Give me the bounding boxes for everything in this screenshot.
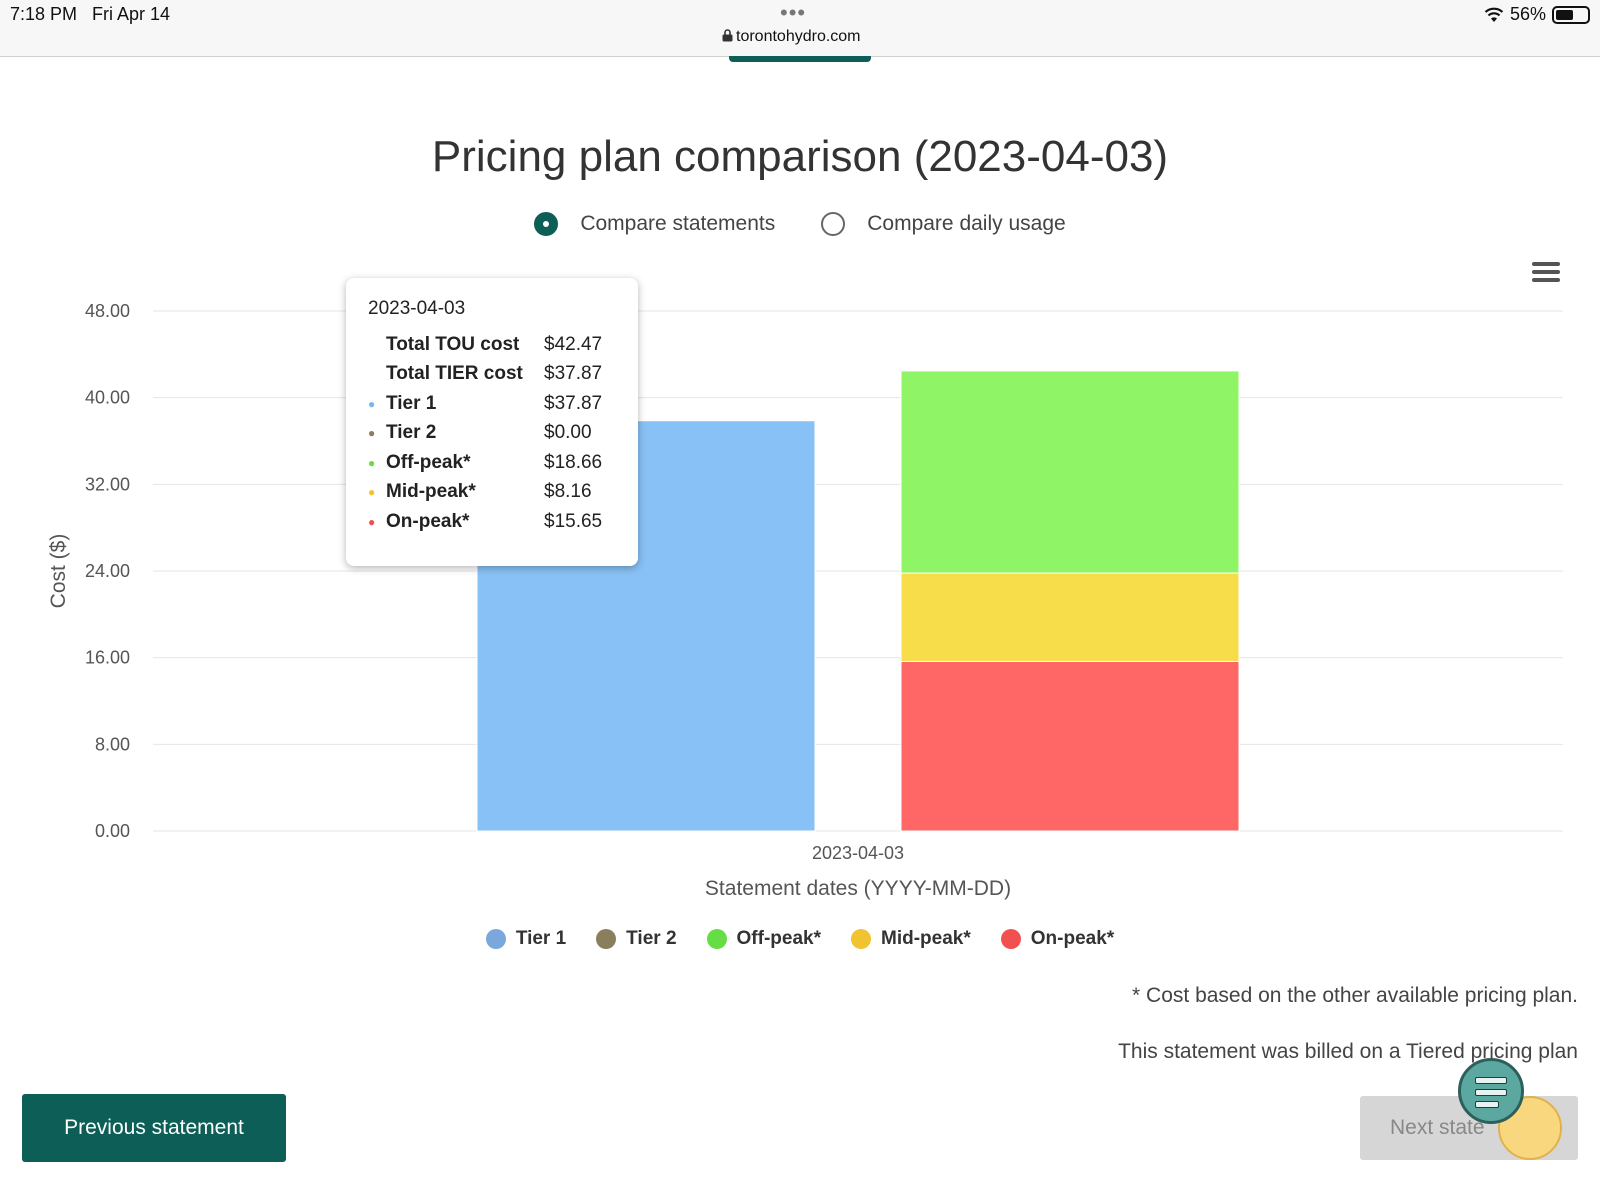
legend-label: Tier 2 bbox=[626, 928, 677, 949]
x-tick-label: 2023-04-03 bbox=[812, 843, 904, 863]
chart-legend: Tier 1 Tier 2 Off-peak* Mid-peak* On-peak* bbox=[0, 928, 1600, 950]
tooltip-label: Total TOU cost bbox=[386, 333, 520, 355]
tooltip-dot: ● bbox=[368, 396, 376, 411]
legend-label: On-peak* bbox=[1030, 928, 1115, 949]
legend-dot bbox=[851, 929, 871, 949]
radio-compare-statements[interactable]: Compare statements bbox=[534, 212, 775, 236]
radio-compare-daily-usage[interactable]: Compare daily usage bbox=[821, 212, 1066, 236]
y-tick-label: 32.00 bbox=[85, 474, 130, 494]
y-tick-label: 16.00 bbox=[85, 648, 130, 668]
tooltip-label: On-peak* bbox=[386, 510, 470, 532]
battery-fill bbox=[1556, 9, 1573, 20]
status-right: 56% bbox=[1484, 4, 1590, 25]
status-date: Fri Apr 14 bbox=[92, 4, 171, 24]
chart-tooltip: 2023-04-03 Total TOU cost $42.47 Total TIE… bbox=[346, 278, 638, 566]
url-text: torontohydro.com bbox=[736, 28, 861, 45]
radio-button-checked[interactable] bbox=[534, 212, 559, 236]
y-tick-label: 40.00 bbox=[85, 388, 130, 408]
bar-segment bbox=[900, 572, 1240, 662]
tooltip-row: ● Tier 1 $37.87 bbox=[368, 389, 616, 419]
legend-dot bbox=[485, 929, 506, 949]
tooltip-label: Off-peak* bbox=[386, 451, 471, 473]
tooltip-value: $8.16 bbox=[544, 481, 592, 503]
tooltip-dot: ● bbox=[368, 426, 376, 441]
tooltip-value: $37.87 bbox=[544, 392, 603, 414]
y-tick-label: 8.00 bbox=[95, 734, 130, 754]
x-axis-title: Statement dates (YYYY-MM-DD) bbox=[705, 877, 1011, 900]
tab-indicator bbox=[729, 56, 871, 62]
legend-label: Off-peak* bbox=[736, 928, 821, 949]
wifi-icon bbox=[1484, 7, 1504, 22]
bar-segment bbox=[476, 420, 816, 832]
legend-item[interactable]: Tier 2 bbox=[596, 928, 677, 950]
tooltip-dot: ● bbox=[368, 485, 376, 500]
tooltip-dot: ● bbox=[368, 514, 376, 529]
tooltip-row: Total TIER cost $37.87 bbox=[368, 360, 616, 390]
chart-menu-icon[interactable] bbox=[1532, 262, 1560, 284]
tooltip-label: Tier 2 bbox=[386, 422, 437, 444]
billed-plan-note: This statement was billed on a Tiered pr… bbox=[1118, 1040, 1578, 1063]
tooltip-dot: ● bbox=[368, 455, 376, 470]
chat-widget-icon-secondary[interactable] bbox=[1498, 1096, 1562, 1160]
legend-dot bbox=[596, 929, 617, 949]
tooltip-value: $42.47 bbox=[544, 333, 603, 355]
address-bar-url[interactable]: torontohydro.com bbox=[722, 28, 861, 46]
battery-percent: 56% bbox=[1509, 4, 1546, 24]
lock-icon bbox=[722, 29, 733, 42]
bar-segment bbox=[900, 370, 1240, 574]
tooltip-row: ● Mid-peak* $8.16 bbox=[368, 478, 616, 508]
radio-label-statements: Compare statements bbox=[580, 212, 776, 235]
tooltip-value: $0.00 bbox=[544, 422, 592, 444]
tooltip-row: Total TOU cost $42.47 bbox=[368, 330, 616, 360]
tooltip-date: 2023-04-03 bbox=[368, 298, 466, 319]
legend-label: Mid-peak* bbox=[881, 928, 971, 949]
chat-widget-icon[interactable] bbox=[1458, 1058, 1524, 1124]
compare-mode-radio-group: Compare statements Compare daily usage bbox=[0, 212, 1600, 236]
previous-statement-button[interactable]: Previous statement bbox=[22, 1094, 286, 1162]
y-tick-label: 24.00 bbox=[85, 561, 130, 581]
tooltip-value: $18.66 bbox=[544, 451, 603, 473]
battery-icon bbox=[1552, 5, 1590, 24]
legend-item[interactable]: Off-peak* bbox=[706, 928, 821, 950]
tooltip-label: Mid-peak* bbox=[386, 481, 476, 503]
tooltip-value: $37.87 bbox=[544, 363, 603, 385]
legend-dot bbox=[1000, 929, 1021, 949]
page-title: Pricing plan comparison (2023-04-03) bbox=[431, 132, 1169, 181]
tooltip-label: Tier 1 bbox=[386, 392, 437, 414]
tooltip-row: ● Tier 2 $0.00 bbox=[368, 419, 616, 449]
radio-label-daily-usage: Compare daily usage bbox=[867, 212, 1066, 235]
footnote: * Cost based on the other available pric… bbox=[1132, 984, 1578, 1007]
legend-item[interactable]: Tier 1 bbox=[485, 928, 567, 950]
y-tick-label: 48.00 bbox=[85, 301, 130, 321]
status-time: 7:18 PM bbox=[10, 4, 78, 24]
cost-comparison-chart: 0.00 8.00 16.00 24.00 32.00 40.00 48.00 2023-04… bbox=[47, 301, 1563, 900]
legend-dot bbox=[706, 929, 727, 949]
bar-segment bbox=[900, 660, 1240, 832]
tooltip-value: $15.65 bbox=[544, 510, 603, 532]
y-axis-title: Cost ($) bbox=[47, 534, 70, 609]
radio-button-unchecked[interactable] bbox=[821, 212, 846, 236]
tooltip-row: ● On-peak* $15.65 bbox=[368, 507, 616, 537]
y-tick-label: 0.00 bbox=[95, 821, 130, 841]
legend-item[interactable]: Mid-peak* bbox=[851, 928, 971, 950]
legend-item[interactable]: On-peak* bbox=[1000, 928, 1115, 950]
tooltip-label: Total TIER cost bbox=[386, 363, 523, 385]
legend-label: Tier 1 bbox=[515, 928, 567, 949]
more-dots-icon[interactable]: ••• bbox=[780, 0, 807, 25]
tooltip-row: ● Off-peak* $18.66 bbox=[368, 448, 616, 478]
status-bar: 7:18 PM Fri Apr 14 ••• torontohydro.com … bbox=[0, 0, 1600, 57]
